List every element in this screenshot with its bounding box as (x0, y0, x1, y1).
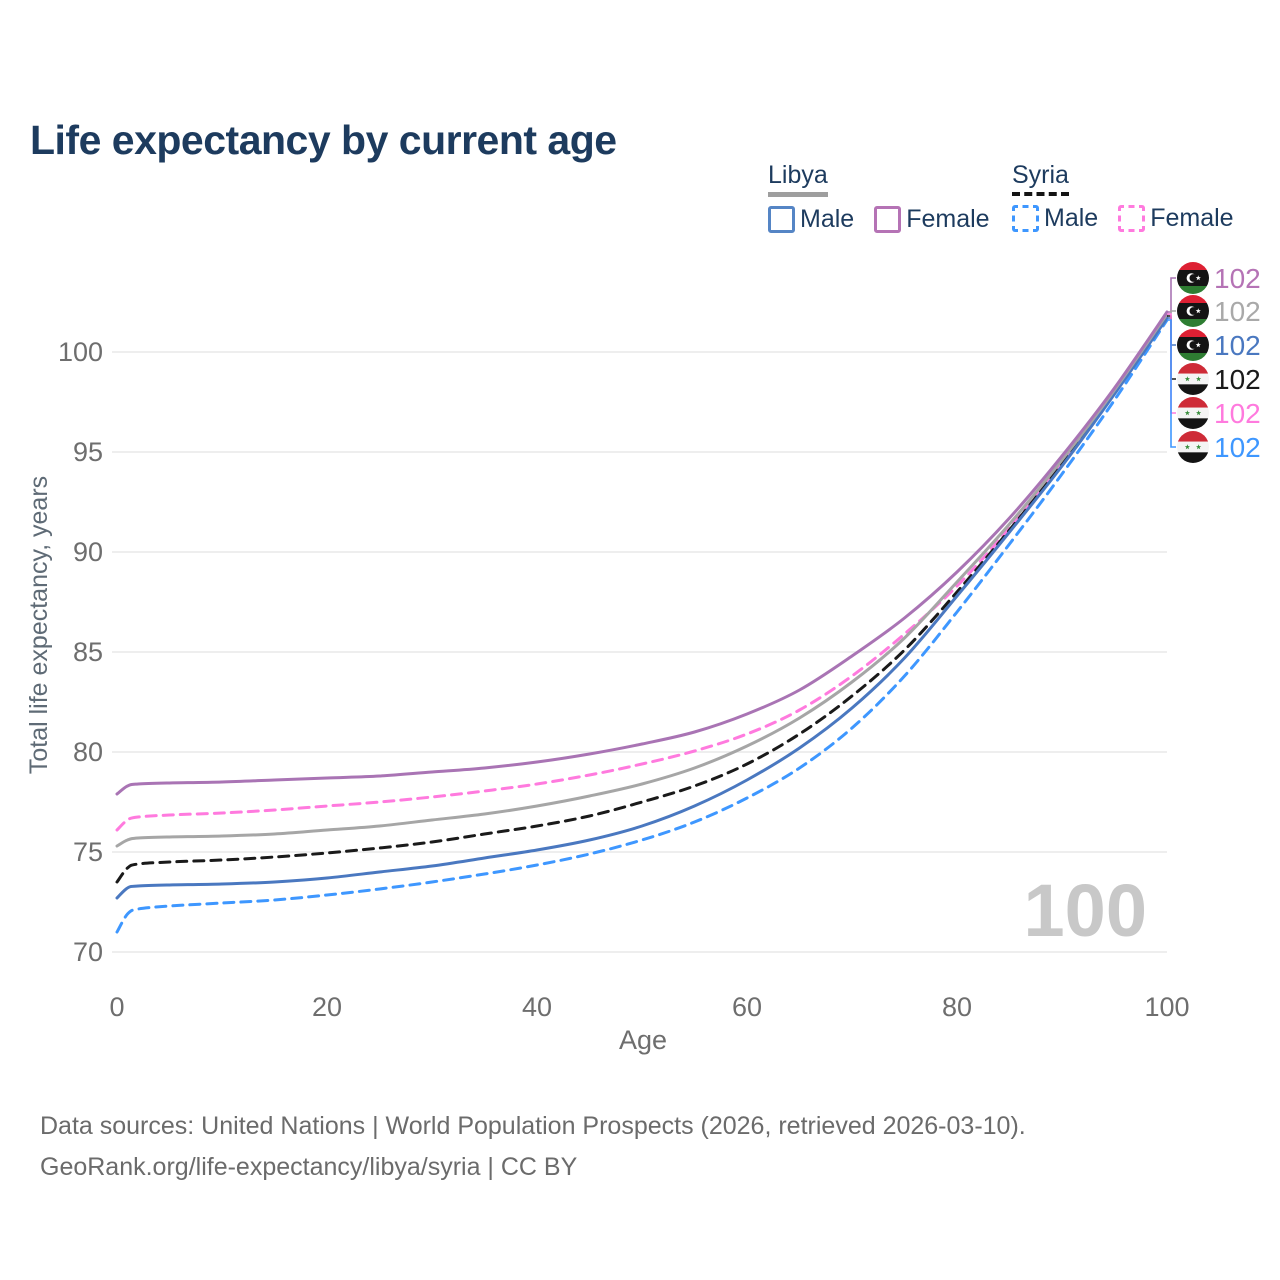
footer: Data sources: United Nations | World Pop… (40, 1106, 1026, 1187)
series-line-libya-male-male (115, 316, 1169, 900)
series-line-syria-both (115, 314, 1169, 884)
x-tick-label: 80 (942, 992, 972, 1022)
x-tick-label: 100 (1144, 992, 1189, 1022)
flag-icon-syria (1177, 431, 1209, 463)
legend-group-libya: Libya Male Female (768, 161, 990, 234)
legend-item-label: Male (800, 205, 855, 233)
end-value-label-libya-both: 102 (1214, 296, 1261, 327)
legend-group-syria: Syria Male Female (1012, 161, 1234, 233)
age-watermark: 100 (1023, 869, 1147, 952)
legend-item-syria-male[interactable]: Male (1012, 204, 1098, 233)
x-tick-label: 20 (312, 992, 342, 1022)
legend-item-libya-male[interactable]: Male (768, 205, 854, 234)
x-axis-title: Age (619, 1025, 667, 1055)
attribution-note: GeoRank.org/life-expectancy/libya/syria … (40, 1152, 578, 1181)
flag-icon-syria (1177, 397, 1209, 429)
x-tick-label: 0 (109, 992, 124, 1022)
legend-item-label: Female (906, 205, 990, 233)
end-value-label-syria-female-female: 102 (1214, 398, 1261, 429)
series-line-libya-female-female (115, 310, 1169, 796)
legend-item-label: Male (1044, 204, 1099, 232)
flag-icon-libya (1177, 295, 1209, 327)
flag-icon-libya (1177, 262, 1209, 294)
end-value-label-libya-male-male: 102 (1214, 330, 1261, 361)
data-source-note: Data sources: United Nations | World Pop… (40, 1112, 1026, 1140)
legend-item-libya-female[interactable]: Female (874, 205, 990, 234)
legend-country-syria[interactable]: Syria (1012, 161, 1069, 196)
syria-male-checkbox[interactable] (1012, 205, 1039, 232)
x-tick-label: 40 (522, 992, 552, 1022)
series-line-libya-both (115, 312, 1169, 848)
y-tick-label: 90 (73, 537, 103, 567)
libya-male-checkbox[interactable] (768, 206, 795, 233)
end-value-label-syria-both: 102 (1214, 364, 1261, 395)
legend-country-libya[interactable]: Libya (768, 161, 828, 197)
y-axis-title: Total life expectancy, years (25, 476, 53, 774)
flag-icon-libya (1177, 329, 1209, 361)
legend-item-label: Female (1150, 204, 1234, 232)
libya-female-checkbox[interactable] (874, 206, 902, 233)
leader-line (1167, 277, 1176, 313)
x-tick-label: 60 (732, 992, 762, 1022)
y-tick-label: 100 (58, 337, 103, 367)
y-tick-label: 70 (73, 937, 103, 967)
y-tick-label: 95 (73, 437, 103, 467)
flag-icon-syria (1177, 363, 1209, 395)
end-value-label-syria-male-male: 102 (1214, 432, 1261, 463)
syria-female-checkbox[interactable] (1118, 205, 1146, 232)
y-tick-label: 75 (73, 837, 103, 867)
end-value-label-libya-female-female: 102 (1214, 263, 1261, 294)
legend-item-syria-female[interactable]: Female (1118, 204, 1234, 233)
series-line-syria-male-male (115, 318, 1169, 934)
y-tick-label: 85 (73, 637, 103, 667)
page-title: Life expectancy by current age (30, 117, 617, 164)
y-tick-label: 80 (73, 737, 103, 767)
leader-line (1167, 319, 1176, 448)
